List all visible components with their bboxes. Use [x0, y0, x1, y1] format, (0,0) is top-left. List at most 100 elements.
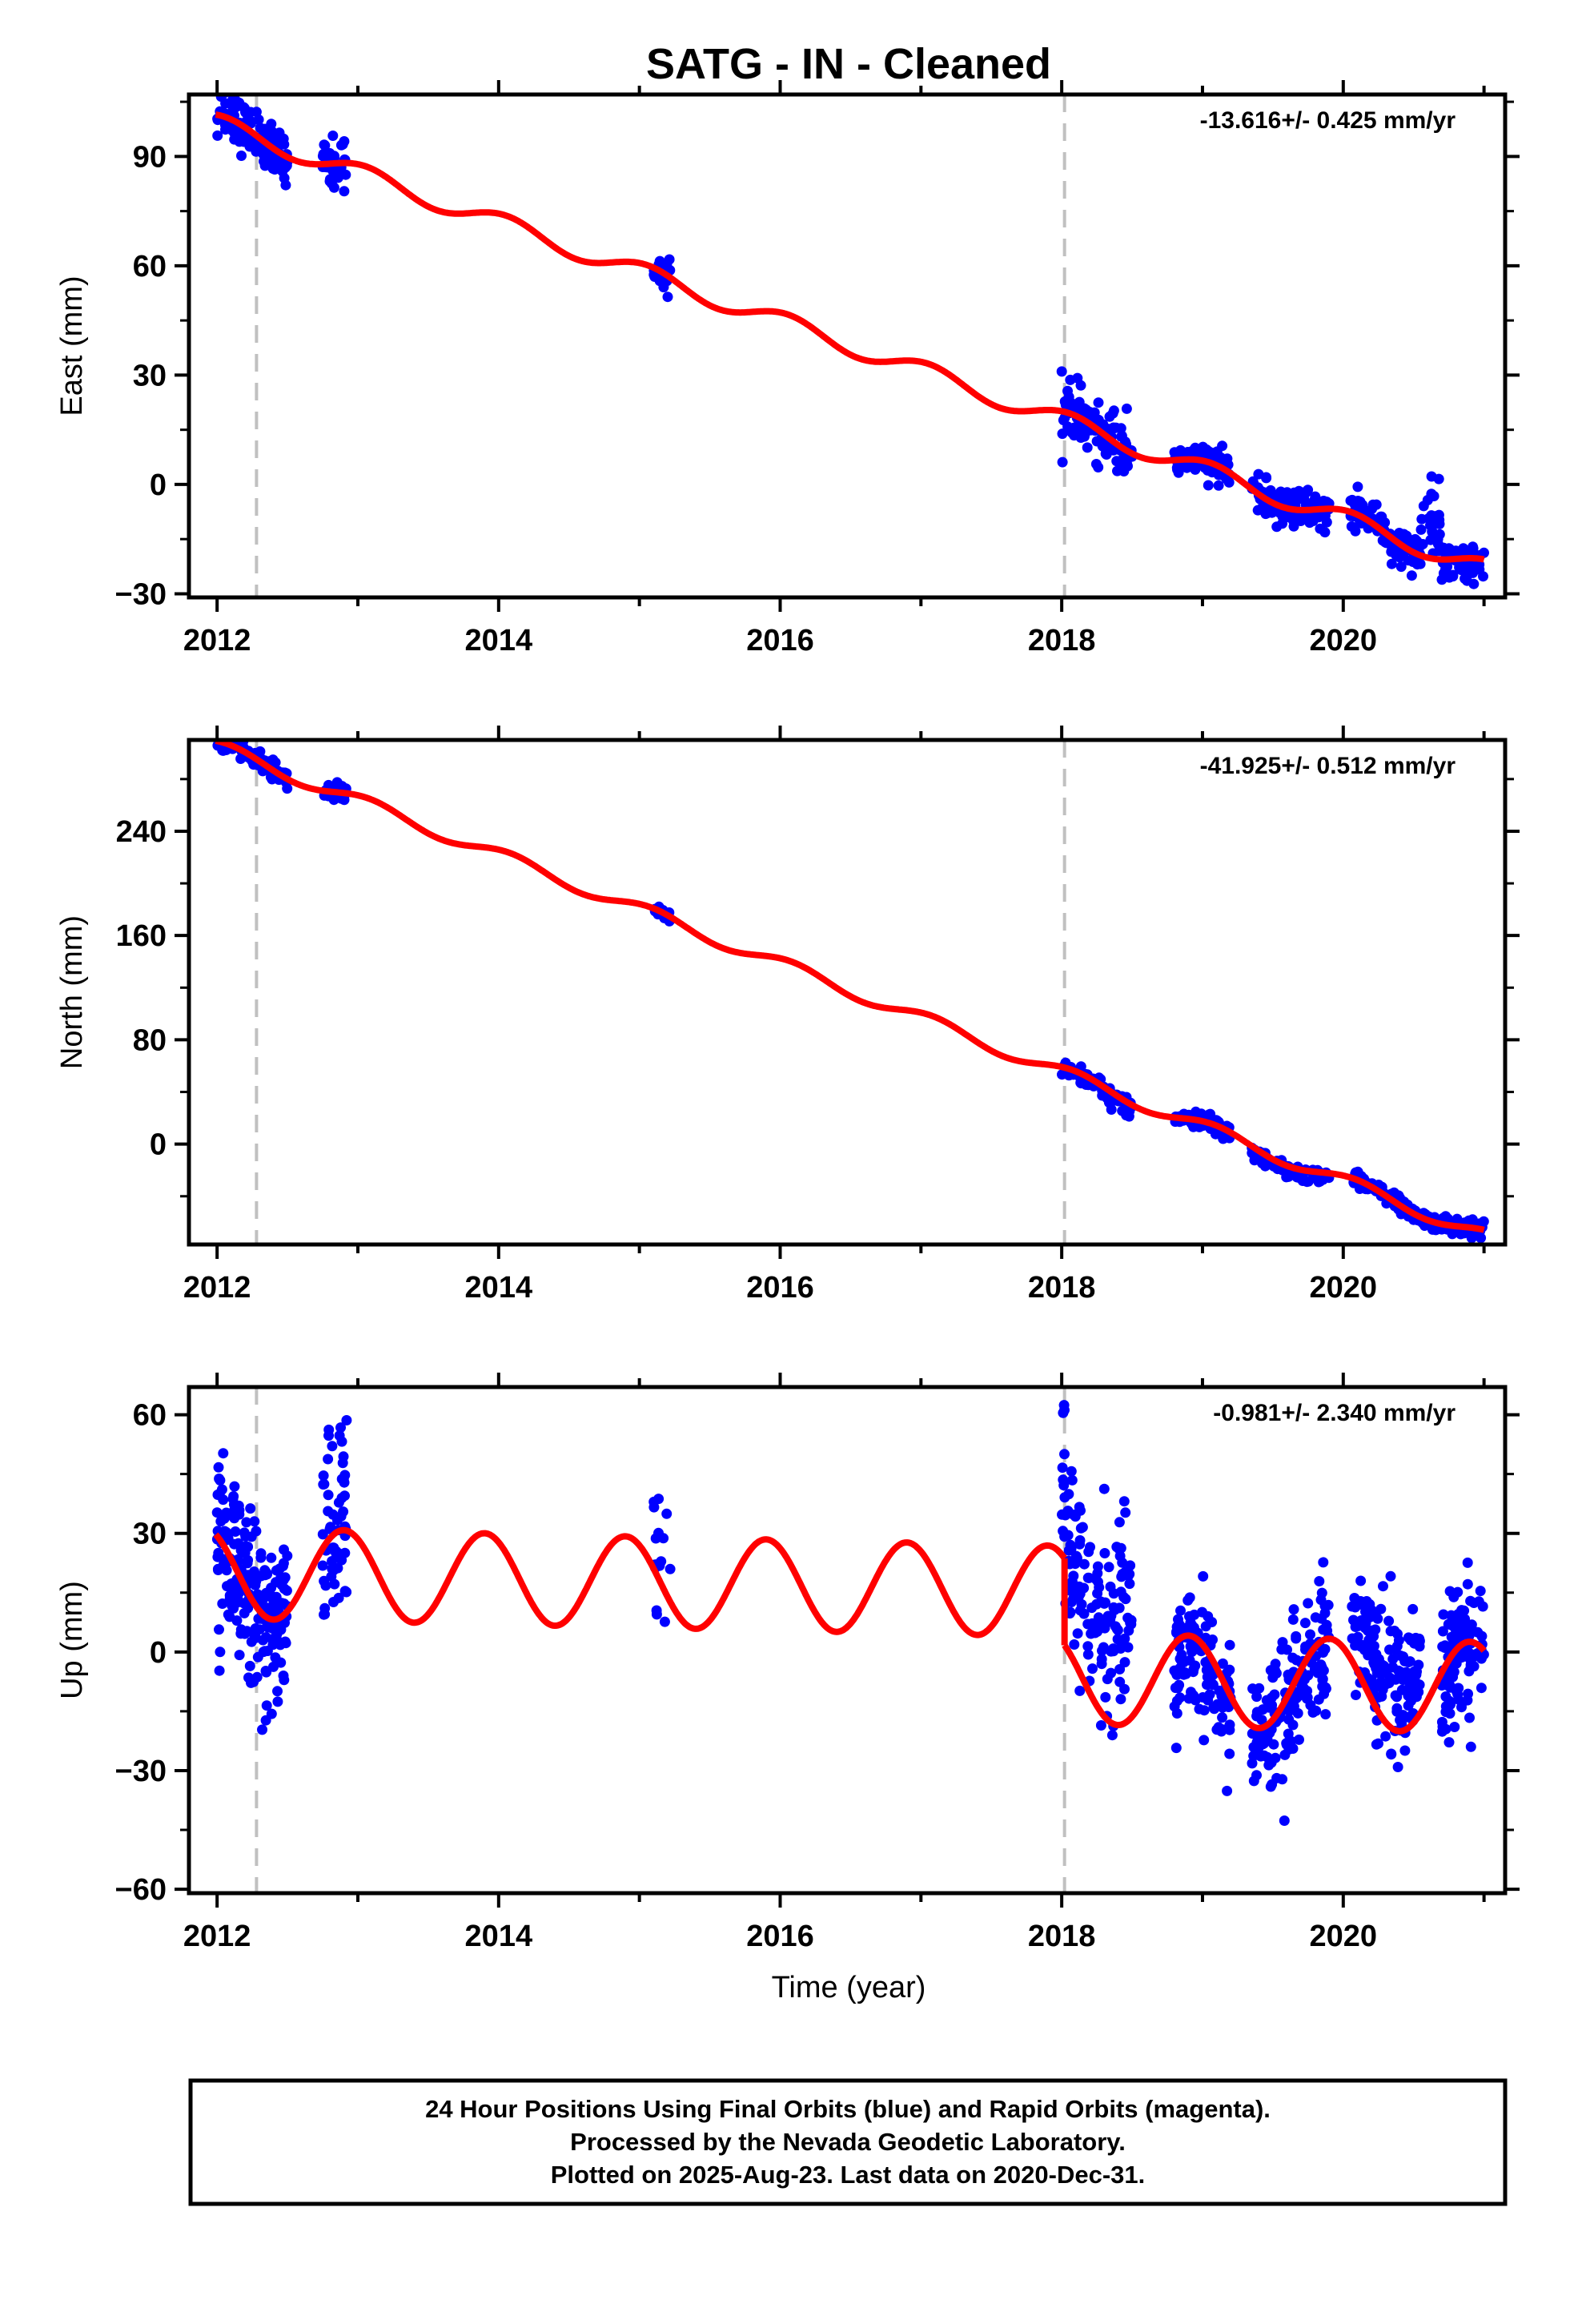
data-point [1445, 1699, 1456, 1710]
data-point [1103, 1562, 1114, 1573]
data-point [244, 141, 255, 152]
data-point [230, 1526, 241, 1537]
data-point [1367, 503, 1378, 514]
data-point [1174, 1663, 1186, 1674]
east-panel: 2012 2014 2016 2018 2020 −30 0 30 60 90 East (mm) -… [55, 80, 1520, 657]
x-tick-label: 2020 [1310, 1271, 1378, 1305]
data-point [1098, 1616, 1110, 1627]
data-point [1352, 1631, 1363, 1642]
data-point [1452, 1686, 1462, 1697]
data-point [1470, 560, 1481, 570]
data-point [1114, 1517, 1125, 1528]
data-point [1319, 1607, 1331, 1618]
y-tick-label: 90 [133, 140, 167, 174]
data-point [1183, 1693, 1195, 1704]
data-point [1283, 1169, 1294, 1180]
data-point [1198, 1570, 1209, 1582]
data-point [1444, 1586, 1456, 1597]
data-point [1058, 1400, 1070, 1411]
x-tick-label: 2012 [183, 1920, 251, 1953]
data-point [1170, 1743, 1182, 1754]
data-point [252, 1589, 263, 1600]
data-point [234, 1650, 245, 1661]
data-point [1265, 1665, 1276, 1676]
data-point [1119, 1657, 1130, 1668]
data-point [1247, 1683, 1259, 1695]
data-point [1314, 1576, 1325, 1586]
data-point [1319, 1643, 1331, 1655]
data-point [1351, 1690, 1361, 1700]
data-point [1438, 568, 1449, 579]
data-point [1318, 1557, 1329, 1568]
data-point [1379, 517, 1391, 528]
data-point [211, 1507, 223, 1518]
data-point [1452, 1609, 1464, 1620]
x-tick-label: 2014 [465, 1920, 533, 1953]
data-point [1217, 1696, 1228, 1707]
data-points [212, 94, 1489, 589]
data-point [1463, 569, 1474, 580]
model-line-segment-0 [213, 740, 1487, 1233]
y-tick-label: 0 [150, 1636, 167, 1670]
data-point [1289, 512, 1300, 523]
data-point [236, 151, 247, 161]
data-point [1118, 1496, 1130, 1507]
data-point [1095, 1720, 1106, 1731]
data-point [1184, 1610, 1195, 1622]
data-point [212, 130, 223, 141]
data-point [1476, 1683, 1487, 1694]
data-point [244, 1660, 255, 1671]
data-point [1449, 1722, 1460, 1732]
data-point [1444, 1708, 1456, 1719]
data-point [1468, 578, 1480, 589]
data-point [649, 271, 661, 282]
data-point [251, 1526, 262, 1537]
east-y-axis-label: East (mm) [55, 275, 89, 416]
north-panel: 2012 2014 2016 2018 2020 0 80 160 240 North (mm) -… [55, 726, 1520, 1305]
y-tick-label: 30 [133, 1518, 167, 1551]
data-point [214, 1488, 225, 1499]
data-point [1099, 1548, 1110, 1558]
data-point [327, 1509, 339, 1520]
y-tick-label: 30 [133, 359, 167, 392]
data-point [230, 94, 241, 106]
x-tick-label: 2018 [1028, 1920, 1096, 1953]
data-point [1303, 1670, 1314, 1681]
data-point [257, 1724, 267, 1735]
data-point [1294, 1734, 1304, 1745]
data-point [1251, 1691, 1263, 1703]
data-point [1322, 1625, 1333, 1636]
data-point [1116, 1571, 1127, 1582]
north-rate-label: -41.925+/- 0.512 mm/yr [1200, 753, 1456, 779]
data-point [1224, 1719, 1235, 1731]
data-point [319, 139, 330, 151]
data-point [1319, 1683, 1330, 1694]
data-point [1300, 487, 1311, 498]
data-point [1316, 1662, 1327, 1673]
data-point [251, 1671, 263, 1683]
data-point [1386, 558, 1397, 569]
data-point [1346, 521, 1357, 532]
data-point [1403, 1683, 1415, 1694]
data-point [1248, 1742, 1259, 1753]
data-point [1319, 527, 1331, 538]
data-point [1074, 1685, 1086, 1696]
y-tick-label: 0 [150, 1128, 167, 1162]
data-point [1065, 374, 1076, 385]
data-point [1478, 1216, 1489, 1227]
data-point [1456, 1698, 1468, 1709]
data-point [1376, 1677, 1387, 1688]
data-point [1203, 1610, 1214, 1622]
data-point [1224, 1639, 1235, 1651]
up-panel: 2012 2014 2016 2018 2020 −60 −30 0 30 60 Up (mm) -0… [55, 1373, 1520, 1953]
data-point [262, 1646, 273, 1656]
footer-box [188, 2078, 1508, 2206]
data-points [211, 1400, 1489, 1826]
data-point [1265, 1781, 1276, 1792]
data-point [1114, 1676, 1126, 1687]
data-point [264, 1588, 275, 1599]
data-point [328, 1597, 339, 1607]
data-point [1118, 1591, 1130, 1602]
data-point [1261, 472, 1271, 483]
data-point [1479, 547, 1489, 558]
